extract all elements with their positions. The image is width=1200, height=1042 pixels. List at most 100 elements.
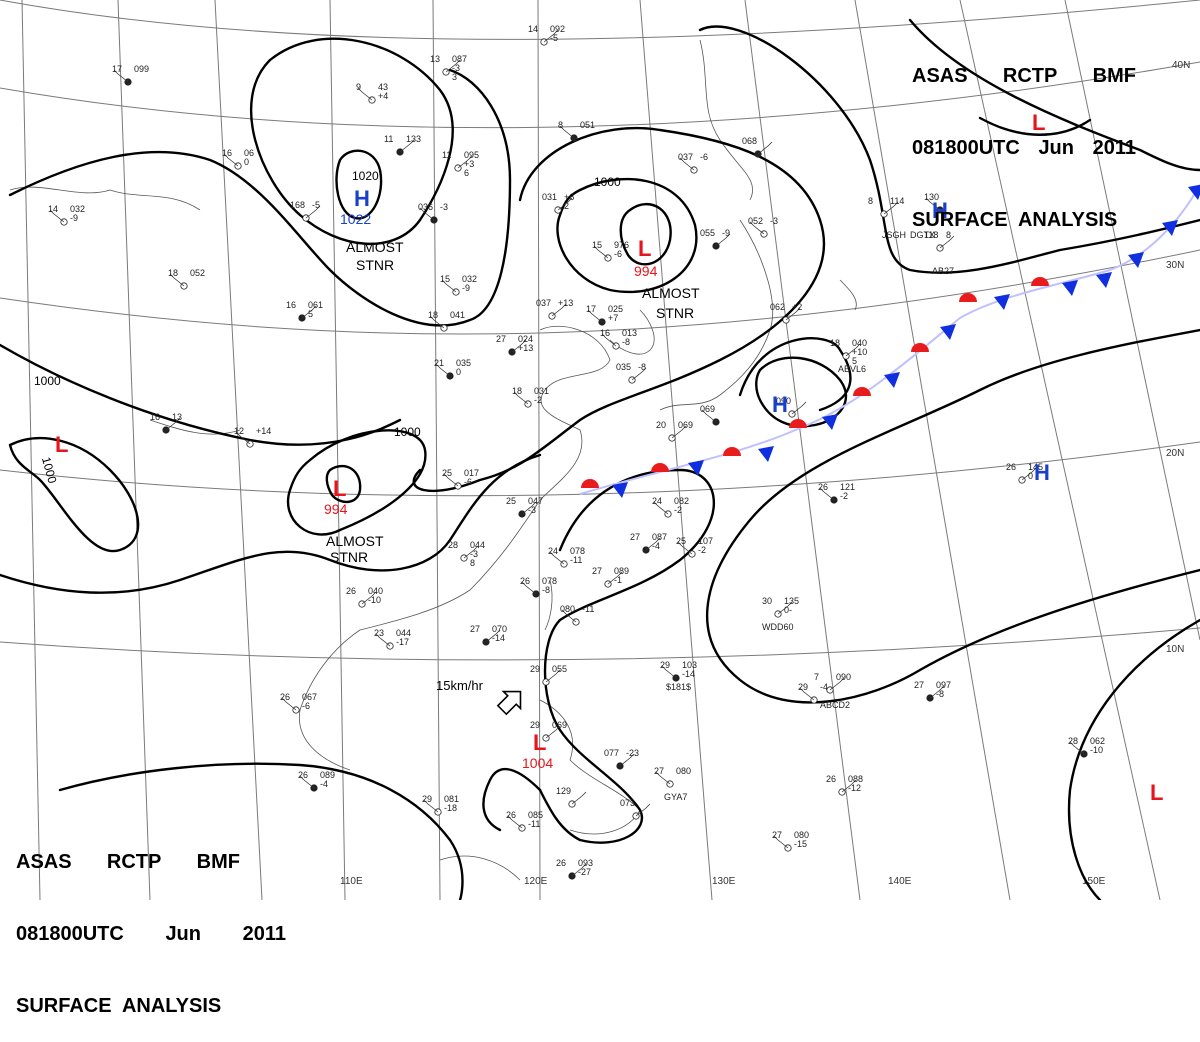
station-value: 26 [826,774,836,784]
station-value: 9 [356,82,361,92]
station-value: 055 [552,664,567,674]
wind-barb-icon [701,409,717,423]
station-value: -5 [550,33,558,43]
wind-barb-icon [661,665,677,679]
coastline [9,186,201,211]
station-plot: 11 095+36 [442,150,479,178]
title-year: 2011 [242,923,286,945]
title-row: 081800UTC Jun 2011 [16,922,286,946]
station-value: -9 [722,228,730,238]
lon-label: 110E [340,876,363,887]
meridian-line [214,0,263,900]
station-value: 040 [852,338,867,348]
station-value: 29 [530,720,540,730]
station-value: 135 [784,596,799,606]
station-plot: 14 032-9 [48,204,85,226]
wind-barb-icon [419,207,435,221]
high-pressure-marker: H [772,392,788,417]
station-plot: 129 [556,786,587,808]
wind-barb-icon [939,235,955,249]
coastline [839,279,857,311]
station-plot: 29 103-14 [660,660,697,682]
station-value: 7 [814,672,819,682]
station-plot: 26 040-10 [346,586,383,608]
station-value: 06 [244,148,254,158]
station-plot: 29 055 [530,664,567,686]
isobar [58,762,464,900]
station-plot: 28 062-10 [1068,736,1105,758]
station-plot: 17 099 [112,64,149,86]
station-plot: 8 114 [868,196,904,218]
station-value: -9 [70,213,78,223]
ship-id: AB27 [932,266,954,276]
station-value: 8 [470,558,475,568]
station-plot: 27 087-4 [630,532,667,554]
lon-label: 130E [712,876,736,887]
station-value: -11 [582,604,594,614]
title-month: Jun [1038,137,1074,159]
wind-barb-icon [521,501,537,515]
station-value: 26 [346,586,356,596]
wind-barb-icon [281,697,297,711]
station-value: 30 [762,596,772,606]
station-value: -4 [820,682,828,692]
annotation-line: STNR [330,549,368,565]
station-value: -4 [320,779,328,789]
station-value: 11 [384,134,393,144]
wind-barb-icon [513,391,529,405]
ship-id: JSGH [882,230,906,240]
cold-front-triangle-icon [884,372,900,388]
pressure-value: 994 [324,501,348,517]
coastline [439,855,521,881]
station-plot: 12 +14 [234,426,271,448]
warm-front-semicircle-icon [651,463,669,472]
coastlines [9,39,857,881]
station-plot: 062 +2 [770,302,802,324]
isobar-label: 1000 [39,455,60,485]
station-value: 168 [290,200,305,210]
station-value: 062 [1090,736,1105,746]
warm-front-semicircle-icon [959,293,977,302]
wind-barb-icon [655,771,671,785]
isobar [738,337,852,412]
station-plot: 27 097-8 [914,680,951,702]
station-value: 0 [1028,471,1033,481]
isobar [538,468,716,844]
cold-front-triangle-icon [1096,272,1112,288]
station-plot: 073 [620,798,651,820]
isobar [8,437,140,553]
station-value: -12 [848,783,861,793]
station-value: 067 [302,692,317,702]
station-plot: 29 -4 [798,682,828,704]
station-value: +7 [608,313,618,323]
station-value: 26 [818,482,828,492]
station-value: 088 [848,774,863,784]
wind-barb-icon [543,29,559,43]
station-value: 047 [528,496,543,506]
station-value: -6 [700,152,708,162]
station-value: +4 [378,91,388,101]
station-value: +14 [256,426,271,436]
wind-scale-label: 15km/hr [436,678,484,693]
station-value: -8 [622,337,630,347]
station-value: -3 [452,63,460,73]
title-year: 2011 [1092,137,1136,159]
station-value: 3 [452,72,457,82]
warm-front-semicircle-icon [789,419,807,428]
station-value: -18 [444,803,457,813]
wind-barb-icon [819,487,835,501]
isobar [8,68,512,327]
station-value: 093 [578,858,593,868]
station-value: 26 [280,692,290,702]
wind-barb-icon [485,629,501,643]
station-value: 087 [652,532,667,542]
title-product: ASAS [16,851,72,873]
station-plot: 15 032-9 [440,274,477,296]
station-value: -10 [368,595,381,605]
wind-barb-icon [429,315,445,329]
meridian-line [639,0,713,900]
station-value: 130 [924,192,939,202]
station-value: 080 [794,830,809,840]
